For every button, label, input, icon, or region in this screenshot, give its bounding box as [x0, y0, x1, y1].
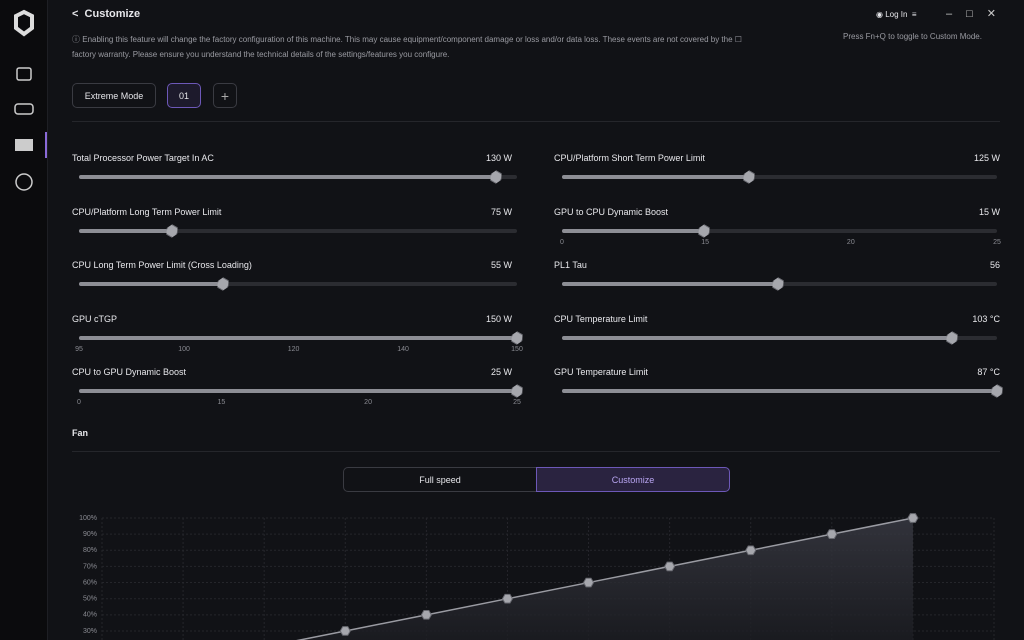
slider-tick-label: 120 [287, 345, 300, 353]
slider-fill [79, 175, 496, 179]
slider-fill [79, 228, 172, 233]
gamepad-icon[interactable] [14, 103, 34, 115]
slider-label: CPU Long Term Power Limit (Cross Loading… [72, 260, 252, 270]
slider-tick-label: 20 [846, 238, 855, 246]
slider-fill [562, 175, 750, 179]
customize-tab[interactable]: Customize [536, 467, 730, 492]
slider-label: GPU to CPU Dynamic Boost [554, 206, 669, 217]
slider-label: CPU/Platform Short Term Power Limit [554, 153, 705, 163]
fan-curve-point[interactable] [664, 561, 676, 572]
y-tick-label: 60% [83, 579, 97, 586]
slider-tick-label: 20 [364, 399, 372, 406]
slider-track[interactable] [79, 229, 517, 233]
divider [72, 451, 1000, 452]
slider-tick-label: 140 [397, 345, 409, 353]
slider-label: CPU to GPU Dynamic Boost [72, 367, 187, 377]
slider-track[interactable] [79, 389, 517, 393]
profile-button[interactable]: 01 [167, 83, 201, 108]
y-tick-label: 90% [83, 531, 97, 538]
slider-tick-label: 95 [75, 345, 83, 353]
login[interactable]: ◉ Log In ≡ [876, 10, 917, 19]
slider-label: CPU Temperature Limit [554, 313, 648, 324]
slider-tick-label: 25 [993, 238, 1001, 246]
slider-tick-label: 100 [178, 345, 190, 353]
fan-curve-point[interactable] [501, 593, 514, 604]
fan-curve-point[interactable] [907, 513, 919, 523]
y-tick-label: 70% [83, 563, 97, 570]
logo [14, 9, 34, 37]
slider-track[interactable] [562, 175, 997, 179]
full-speed-tab[interactable]: Full speed [343, 467, 537, 492]
slider-label: GPU Temperature Limit [554, 367, 648, 377]
slider-tick-label: 15 [217, 399, 226, 406]
fan-title: Fan [72, 428, 89, 438]
fan-curve-point[interactable] [339, 626, 351, 636]
slider-tick-label: 15 [701, 238, 710, 246]
slider-value: 75 W [490, 206, 512, 217]
slider-label: PL1 Tau [554, 260, 587, 270]
fan-curve-area [264, 518, 913, 640]
sidebar [0, 0, 48, 640]
slider-label: CPU/Platform Long Term Power Limit [72, 206, 222, 217]
slider-tick-label: 150 [511, 345, 523, 353]
slider-track[interactable] [562, 389, 997, 393]
slider-track[interactable] [562, 336, 997, 340]
slider-fill [562, 228, 705, 233]
bag-icon[interactable] [16, 67, 32, 81]
add-profile-button[interactable]: + [213, 83, 237, 108]
y-tick-label: 50% [83, 596, 97, 603]
slider-track[interactable] [79, 175, 517, 179]
extreme-mode-button[interactable]: Extreme Mode [72, 83, 156, 108]
slider-value: 55 W [490, 260, 512, 270]
window-controls[interactable]: –□✕ [946, 8, 1010, 20]
warning-text: factory warranty. Please ensure you unde… [72, 50, 450, 59]
slider-track[interactable] [79, 336, 517, 340]
slider-fill [79, 389, 517, 393]
slider-fill [79, 282, 224, 286]
divider [72, 121, 1000, 122]
sidebar-icons [14, 9, 47, 191]
slider-tick-label: 25 [513, 399, 521, 406]
title: Customize [84, 8, 141, 20]
slider-value: 56 [989, 260, 1000, 270]
slider-fill [562, 389, 997, 393]
active-indicator [45, 132, 47, 158]
warning: ⓘ Enabling this feature will change the … [72, 35, 742, 59]
hint: Press Fn+Q to toggle to Custom Mode. [843, 32, 982, 41]
slider-track[interactable] [562, 282, 997, 286]
monitor-icon[interactable] [15, 139, 33, 151]
slider-value: 130 W [485, 153, 512, 163]
slider-value: 103 °C [972, 313, 1000, 324]
face-icon[interactable] [15, 173, 33, 191]
fan-curve-point[interactable] [582, 577, 595, 588]
y-tick-label: 100% [79, 515, 97, 522]
login-text: Log In [885, 10, 908, 19]
slider-value: 15 W [978, 206, 1000, 217]
slider-label: Total Processor Power Target In AC [72, 153, 214, 163]
slider-fill [562, 335, 953, 340]
slider-value: 87 °C [977, 367, 1000, 377]
slider-tick-label: 0 [560, 238, 564, 246]
fan-curve-point[interactable] [826, 529, 838, 539]
slider-track[interactable] [562, 229, 997, 233]
fan-curve-point[interactable] [420, 610, 432, 620]
slider-value: 150 W [485, 313, 512, 324]
slider-value: 125 W [973, 153, 1000, 163]
y-tick-label: 30% [83, 628, 97, 635]
y-tick-label: 80% [83, 547, 97, 554]
fan-curve-chart: 100% 90% 80% 70% 60% 50% 40% 30% [79, 513, 995, 640]
slider-value: 25 W [490, 367, 512, 377]
slider-tick-label: 0 [77, 399, 81, 406]
warning-text: Enabling this feature will change the fa… [82, 35, 733, 44]
slider-label: GPU cTGP [72, 313, 118, 324]
slider-fill [79, 335, 517, 340]
fan-curve-point[interactable] [745, 545, 757, 556]
back-title[interactable]: < Customize [72, 8, 141, 20]
slider-fill [562, 282, 779, 286]
y-tick-label: 40% [83, 612, 97, 619]
slider-track[interactable] [79, 282, 517, 286]
